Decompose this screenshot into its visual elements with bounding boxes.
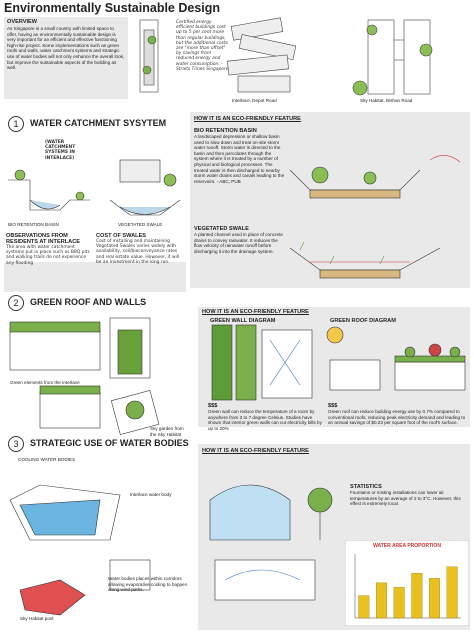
section-title: STRATEGIC USE OF WATER BODIES	[30, 438, 189, 448]
note-text: The area with water catchment systems pu…	[6, 245, 90, 266]
interlace-sketch	[227, 17, 297, 93]
sketch-note: (WATER CATCHMENT SYSTEMS IN INTERLACE)	[45, 140, 76, 161]
feature-text: A planted channel used in place of concr…	[194, 232, 283, 254]
feature: VEGETATED SWALE A planted channel used i…	[194, 226, 286, 254]
basin-diagram	[289, 155, 461, 199]
section-number: 2	[8, 295, 24, 311]
feature-title: GREEN WALL DIAGRAM	[210, 318, 276, 324]
sky-habitat-sketch	[352, 19, 433, 96]
water-feature-sketch	[209, 484, 333, 601]
green-roof-diagram	[326, 326, 466, 391]
feature-text: Fountains or misting installations can l…	[350, 490, 461, 507]
swale-sketch	[109, 159, 181, 216]
feature-text: Green roof can reduce building energy us…	[328, 409, 466, 426]
bar	[429, 578, 440, 619]
tower-sketch	[139, 19, 159, 93]
note-heading: OBSERVATIONS FROM RESIDENTS AT INTERLACE	[6, 233, 80, 245]
title: Environmentally Sustainable Design	[4, 1, 221, 15]
overview-heading: OVERVIEW	[7, 19, 38, 25]
basin-sketch	[8, 169, 90, 211]
bar	[358, 595, 370, 619]
feature-panel	[190, 112, 470, 288]
green-building-sketch	[9, 317, 160, 435]
feature-text: A landscaped depression or shallow basin…	[194, 134, 285, 184]
section-title: GREEN ROOF AND WALLS	[30, 297, 147, 307]
caption: Sky Habitat, Bishan Road	[360, 98, 413, 103]
sketch-caption: Sky garden from the Sky Habitat	[150, 426, 184, 437]
feature: STATISTICS Fountains or misting installa…	[350, 484, 465, 507]
bar	[393, 587, 405, 619]
chart-title: WATER AREA PROPORTION	[373, 543, 441, 549]
caption: Interlace, Depot Road	[232, 98, 277, 103]
sketch-note: Sky Habitat pool	[20, 616, 54, 621]
note-heading: COST OF SWALES	[96, 233, 147, 239]
sketch-caption: Green elements from the Interlace	[10, 380, 80, 385]
overview-text: As Singapore is a small country with lim…	[7, 26, 125, 71]
note-text: Cost of installing and maintaining Veget…	[96, 239, 180, 265]
feature-heading: HOW IT IS AN ECO-FRIENDLY FEATURE	[194, 116, 301, 122]
sketch-note: COOLING WATER BODIES	[18, 457, 76, 462]
feature-title: GREEN ROOF DIAGRAM	[330, 318, 396, 324]
feature-text: Green wall can reduce the temperature of…	[208, 409, 322, 431]
section-number: 3	[8, 436, 24, 452]
feature-title: VEGETATED SWALE	[194, 226, 249, 232]
bar	[446, 566, 458, 619]
bar	[411, 573, 423, 619]
feature: $$$ Green wall can reduce the temperatur…	[208, 403, 323, 431]
chart: WATER AREA PROPORTION	[345, 540, 469, 626]
feature-heading: HOW IT IS AN ECO-FRIENDLY FEATURE	[202, 448, 309, 454]
quote: Certified energy efficient buildings cos…	[176, 20, 229, 72]
overview-box: OVERVIEW As Singapore is a small country…	[4, 17, 128, 99]
swale-diagram	[289, 241, 441, 279]
sketch-note: Water bodies places within corridors all…	[108, 576, 188, 593]
water-body-sketch	[9, 484, 151, 616]
feature-title: BIO RETENTION BASIN	[194, 128, 257, 134]
feature-title: STATISTICS	[350, 484, 382, 490]
note: OBSERVATIONS FROM RESIDENTS AT INTERLACE…	[6, 233, 90, 266]
cost: $$$	[208, 403, 218, 409]
feature-heading: HOW IT IS AN ECO-FRIENDLY FEATURE	[202, 309, 309, 315]
cost: $$$	[328, 403, 338, 409]
bar	[376, 582, 387, 619]
sketch-caption: BIO RETENTION BASIN	[8, 222, 59, 227]
feature: $$$ Green roof can reduce building energ…	[328, 403, 468, 426]
feature: BIO RETENTION BASIN A landscaped depress…	[194, 128, 286, 184]
section-title: WATER CATCHMENT SYSYTEM	[30, 118, 167, 128]
section-number: 1	[8, 116, 24, 132]
green-wall-diagram	[211, 324, 313, 401]
sketch-caption: VEGETATED SWALE	[118, 222, 163, 227]
sketch-note: Interlace water body	[130, 492, 172, 497]
note-panel	[4, 262, 186, 292]
note: COST OF SWALES Cost of installing and ma…	[96, 233, 184, 265]
